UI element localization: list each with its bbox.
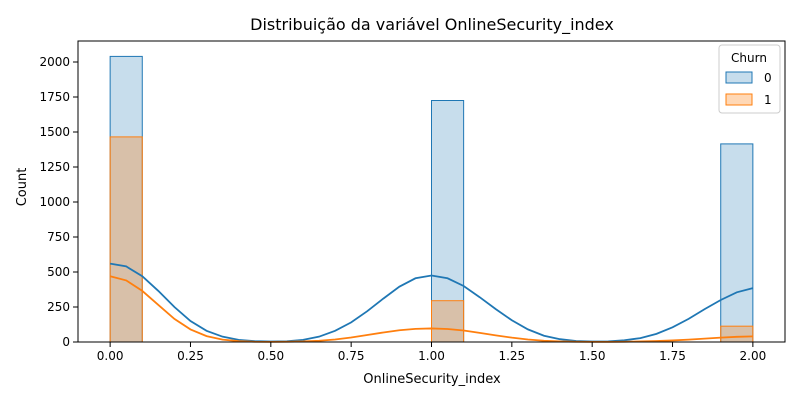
legend-swatch-1 [725,93,753,106]
x-tick-label: 2.00 [740,349,767,363]
bar-series-0-bin-2 [720,143,754,343]
x-axis-label: OnlineSecurity_index [363,372,501,387]
legend-swatch-0 [725,71,753,84]
x-tick-label: 1.50 [579,349,606,363]
x-tick-label: 1.75 [659,349,686,363]
chart-title: Distribuição da variável OnlineSecurity_… [250,15,614,35]
y-tick-label: 1750 [39,90,70,104]
y-tick-label: 0 [62,335,70,349]
y-tick-label: 2000 [39,55,70,69]
x-tick-label: 0.00 [97,349,124,363]
y-axis-label: Count [15,168,30,207]
x-tick-label: 1.25 [498,349,525,363]
bar-series-1-bin-0 [109,136,143,343]
x-tick-label: 0.25 [177,349,204,363]
bar-series-0-bin-0 [109,55,143,343]
x-tick-label: 0.50 [257,349,284,363]
legend-box [718,44,781,114]
legend: Churn 0 1 [718,44,781,114]
x-tick-label: 0.75 [338,349,365,363]
y-tick-label: 1250 [39,160,70,174]
y-tick-label: 750 [47,230,70,244]
bar-series-1-bin-2 [720,325,754,343]
y-tick-label: 500 [47,265,70,279]
kde-line-series-0 [109,262,754,343]
legend-label-1: 1 [764,93,772,107]
legend-label-0: 0 [764,71,772,85]
y-tick-label: 1000 [39,195,70,209]
kde-line-series-1 [109,275,753,343]
plot-area: 0.00 0.25 0.50 0.75 1.00 1.25 1.50 1.75 2.00 0 250… [39,40,786,363]
y-tick-label: 1500 [39,125,70,139]
y-tick-label: 250 [47,300,70,314]
bar-series-1-bin-1 [431,300,465,343]
bar-series-0-bin-1 [431,100,465,343]
x-tick-label: 1.00 [418,349,445,363]
legend-title: Churn [731,51,767,65]
